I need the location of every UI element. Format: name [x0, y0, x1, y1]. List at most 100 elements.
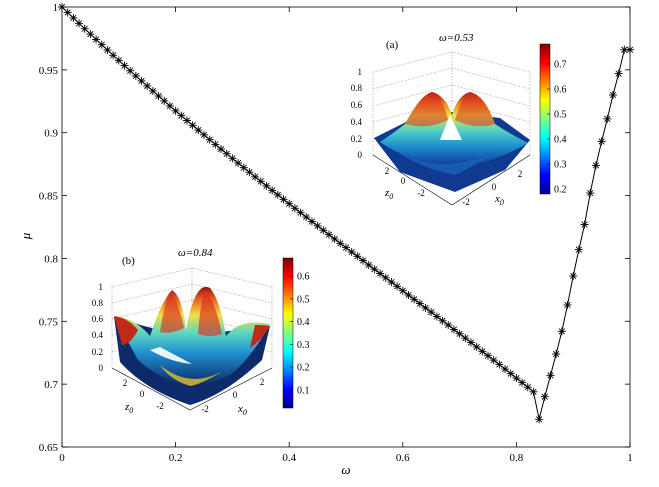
inset-b-label: (b): [122, 255, 135, 267]
data-point: [415, 299, 424, 308]
colorbar-tick-label: 0.3: [297, 340, 310, 351]
data-point: [523, 383, 532, 392]
data-point-stroke: [359, 257, 367, 264]
data-point-stroke: [530, 388, 537, 395]
data-point-stroke: [376, 270, 384, 277]
data-point-stroke: [200, 131, 208, 138]
data-point: [608, 91, 617, 99]
data-point-stroke: [121, 62, 128, 69]
svg-text:2: 2: [123, 378, 128, 388]
data-point: [393, 282, 402, 291]
data-point: [597, 137, 606, 146]
inset-a-colorbar: [539, 43, 551, 195]
inset-a-base-axes: [372, 154, 531, 206]
data-point-stroke: [388, 278, 395, 286]
y-tick-label: 1: [53, 2, 59, 14]
colorbar-tick-label: 0.6: [554, 85, 567, 96]
data-point: [177, 111, 186, 120]
data-point-stroke: [558, 328, 565, 335]
data-point: [574, 245, 583, 254]
data-point-stroke: [575, 246, 582, 253]
data-point: [501, 365, 510, 374]
inset-b-xlabel: x0: [237, 403, 247, 417]
data-point-stroke: [564, 301, 571, 309]
data-point: [563, 300, 572, 309]
svg-text:2: 2: [260, 377, 265, 387]
data-point-stroke: [274, 191, 281, 198]
data-point: [109, 51, 118, 60]
data-point-stroke: [439, 317, 446, 324]
data-point-stroke: [286, 200, 293, 207]
data-point-stroke: [473, 343, 480, 351]
data-point-stroke: [479, 348, 486, 355]
data-point: [239, 163, 248, 172]
svg-text:2: 2: [518, 169, 523, 179]
data-point-stroke: [257, 178, 264, 185]
data-point: [273, 190, 282, 199]
colorbar-tick-label: 0.2: [554, 185, 567, 196]
data-point: [92, 35, 101, 44]
inset-a-label: (a): [386, 39, 399, 51]
data-point: [86, 30, 95, 39]
data-point: [432, 312, 441, 321]
colorbar-tick-label: 0.5: [554, 110, 567, 121]
data-point-stroke: [189, 122, 196, 129]
data-point: [165, 101, 174, 110]
data-point-stroke: [320, 227, 327, 234]
data-point-stroke: [252, 173, 259, 180]
data-point: [444, 321, 453, 330]
data-point-stroke: [547, 372, 554, 379]
data-point: [182, 116, 191, 125]
data-point: [489, 356, 498, 365]
inset-b-surface: [114, 286, 270, 405]
y-tick-label: 0.95: [39, 65, 59, 77]
data-point: [603, 114, 612, 123]
data-point: [495, 360, 504, 369]
inset-a-ylabel: z0: [384, 187, 393, 201]
data-point-stroke: [183, 117, 191, 124]
y-tick-label: 0.7: [44, 379, 58, 391]
data-point: [63, 8, 72, 17]
data-point-stroke: [64, 9, 71, 16]
data-point-stroke: [92, 36, 100, 43]
data-point-stroke: [110, 52, 117, 59]
data-point-stroke: [626, 46, 634, 53]
data-point: [427, 308, 436, 317]
inset-b-base-ticks: 2 0 -2 -2 0 2: [123, 377, 265, 414]
data-point: [222, 149, 231, 158]
data-point-stroke: [240, 164, 247, 171]
data-point-stroke: [615, 70, 622, 77]
data-point-stroke: [166, 102, 174, 110]
data-point: [171, 106, 180, 115]
inset-a-xlabel: x0: [494, 193, 504, 207]
plot-frame: [61, 6, 631, 448]
data-point-stroke: [371, 266, 378, 273]
svg-text:0.4: 0.4: [351, 117, 363, 127]
data-point-stroke: [217, 145, 225, 153]
data-point: [137, 76, 146, 85]
data-point-stroke: [587, 189, 594, 197]
inset-a-base-ticks: 2 0 -2 -2 0 2: [385, 166, 523, 207]
data-point: [342, 243, 350, 252]
data-point: [552, 349, 561, 358]
data-point: [421, 303, 430, 312]
data-point-stroke: [291, 205, 298, 212]
data-point: [484, 351, 492, 360]
data-point-stroke: [416, 300, 423, 307]
data-point-stroke: [223, 150, 230, 157]
data-point: [290, 204, 299, 213]
x-tick-label: 0.8: [510, 452, 524, 464]
data-point: [319, 226, 328, 235]
data-point: [404, 291, 413, 300]
data-point-stroke: [411, 296, 418, 303]
data-point-stroke: [348, 248, 355, 256]
data-point-stroke: [87, 31, 94, 38]
data-point: [359, 256, 368, 265]
svg-text:0.6: 0.6: [92, 314, 104, 324]
data-point-stroke: [308, 218, 316, 225]
data-point: [455, 329, 464, 338]
data-point: [103, 45, 112, 54]
inset-b-base-axes: [111, 367, 273, 411]
